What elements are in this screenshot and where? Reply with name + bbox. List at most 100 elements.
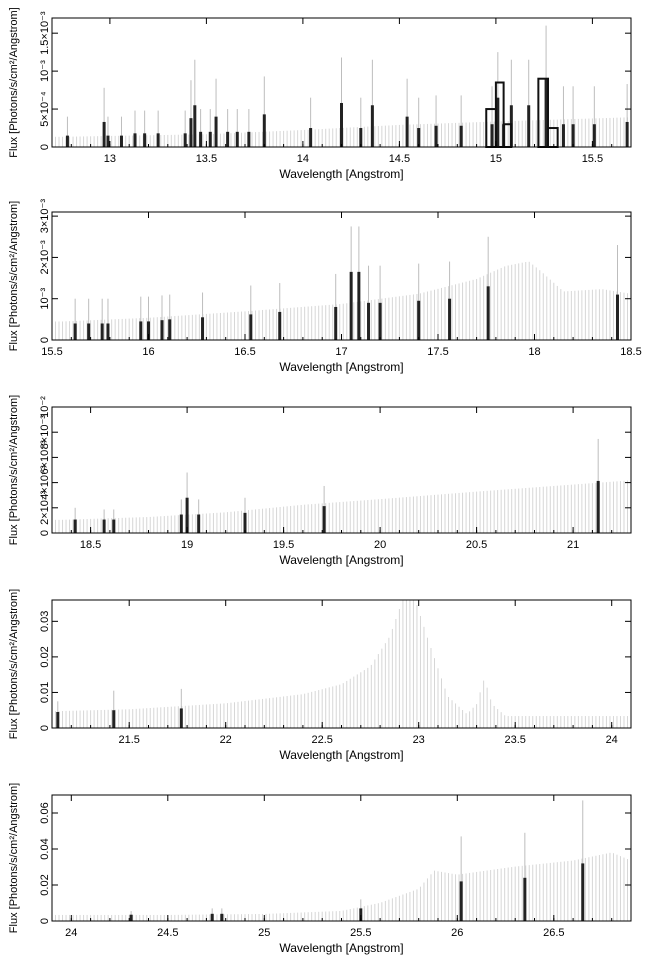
y-tick-label: 0 xyxy=(39,918,51,924)
line-bar xyxy=(179,514,183,533)
line-bar xyxy=(247,131,251,147)
x-tick-label: 17 xyxy=(335,346,347,358)
line-bar xyxy=(357,271,361,340)
x-tick-label: 21 xyxy=(567,539,579,551)
x-tick-label: 22 xyxy=(220,734,232,746)
line-bar xyxy=(102,519,106,533)
continuum-series xyxy=(51,261,632,340)
line-bar xyxy=(133,133,137,147)
line-bar xyxy=(561,124,565,147)
x-tick-label: 15 xyxy=(490,153,502,165)
y-axis-label: Flux [Photons/s/cm²/Angstrom] xyxy=(8,7,20,157)
continuum-series xyxy=(51,600,632,728)
y-tick-label: 0.01 xyxy=(39,682,51,703)
line-bar xyxy=(189,118,193,147)
line-bar xyxy=(197,514,201,533)
continuum-series xyxy=(51,480,632,533)
line-bar xyxy=(226,131,230,147)
line-bar xyxy=(143,133,147,147)
plot-frame xyxy=(51,794,632,922)
line-bar xyxy=(73,519,77,533)
y-axis-label: Flux [Photons/s/cm²/Angstrom] xyxy=(8,201,20,351)
line-bar xyxy=(334,306,338,340)
line-bar xyxy=(340,102,343,147)
plot-frame xyxy=(51,599,632,729)
x-tick-label: 14.5 xyxy=(389,153,410,165)
x-tick-label: 18.5 xyxy=(80,539,101,551)
line-bar xyxy=(523,877,527,921)
y-tick-label: 0 xyxy=(39,725,51,731)
y-tick-label: 0 xyxy=(39,144,51,150)
panel-2: 15.5 16 16.5 17 17.5 18 18.5 0 10⁻³ 2×10⁻³ 3×10⁻³ W… xyxy=(8,199,642,374)
line-bar xyxy=(129,914,133,921)
line-bar xyxy=(278,311,282,340)
y-tick-label: 3×10⁻³ xyxy=(39,199,51,234)
line-bar xyxy=(378,302,382,340)
step-box xyxy=(547,127,559,149)
line-bar xyxy=(448,298,452,340)
y-tick-label: 2×10⁻³ xyxy=(39,240,51,275)
x-tick-label: 17.5 xyxy=(427,346,448,358)
y-tick-label: 0.02 xyxy=(39,874,51,895)
line-bar xyxy=(262,114,266,147)
line-bar xyxy=(596,480,600,533)
y-tick-label: 0 xyxy=(39,530,51,536)
line-bar xyxy=(434,125,438,147)
y-tick-label: 0 xyxy=(39,337,51,343)
line-bar xyxy=(243,512,247,533)
line-bar xyxy=(168,319,172,340)
x-tick-label: 26 xyxy=(451,927,463,939)
y-tick-label: 0.02 xyxy=(39,646,51,667)
line-bar xyxy=(581,863,585,921)
x-tick-label: 24 xyxy=(606,734,618,746)
x-tick-label: 23.5 xyxy=(504,734,525,746)
line-bar xyxy=(592,124,596,147)
line-bar xyxy=(102,121,106,147)
panel-1: 13 13.5 14 14.5 15 15.5 0 5×10⁻⁴ 10⁻³ 1.5×10⁻³ Wav… xyxy=(8,7,632,181)
line-bar xyxy=(417,128,421,147)
line-bar xyxy=(349,271,353,340)
line-bar xyxy=(367,302,371,340)
line-bar xyxy=(544,78,548,147)
line-bar xyxy=(156,133,160,147)
x-tick-label: 20 xyxy=(374,539,386,551)
x-tick-label: 19.5 xyxy=(273,539,294,551)
y-tick-label: 4×10⁻³ xyxy=(39,465,51,500)
line-bar xyxy=(106,323,110,340)
x-tick-label: 22.5 xyxy=(311,734,332,746)
y-axis-label: Flux [Photons/s/cm²/Angstrom] xyxy=(8,783,20,933)
x-tick-label: 25.5 xyxy=(350,927,371,939)
plot-frame xyxy=(51,406,632,534)
y-tick-label: 6×10⁻³ xyxy=(39,440,51,475)
panel-5: 24 24.5 25 25.5 26 26.5 0 0.02 0.04 0.06 Wavelengt… xyxy=(8,783,632,955)
line-bar xyxy=(496,97,500,147)
y-tick-label: 10⁻³ xyxy=(39,288,51,310)
y-axis-label: Flux [Photons/s/cm²/Angstrom] xyxy=(8,395,20,545)
line-bar xyxy=(490,124,494,147)
y-tick-label: 10⁻² xyxy=(39,396,51,418)
line-bar xyxy=(571,124,575,147)
x-tick-label: 18.5 xyxy=(620,346,641,358)
line-bar xyxy=(183,133,187,147)
y-tick-label: 1.5×10⁻³ xyxy=(39,11,51,55)
line-bar xyxy=(201,317,205,340)
line-bar xyxy=(417,300,421,340)
line-bar xyxy=(112,710,116,728)
line-bar xyxy=(405,116,409,147)
x-tick-label: 13 xyxy=(104,153,116,165)
line-bar xyxy=(208,131,212,147)
line-bar xyxy=(486,286,490,340)
line-bar xyxy=(359,128,363,147)
x-tick-label: 13.5 xyxy=(196,153,217,165)
x-axis-label: Wavelength [Angstrom] xyxy=(279,941,403,955)
x-axis-label: Wavelength [Angstrom] xyxy=(279,553,403,567)
x-tick-label: 23 xyxy=(413,734,425,746)
line-bar xyxy=(527,105,531,147)
line-bar xyxy=(147,321,150,340)
x-tick-label: 21.5 xyxy=(118,734,139,746)
line-bar xyxy=(106,135,110,147)
line-bar xyxy=(220,913,224,921)
plot-frame xyxy=(51,211,632,341)
line-bar xyxy=(87,323,91,340)
